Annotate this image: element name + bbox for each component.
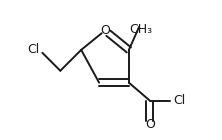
Text: O: O	[100, 24, 110, 37]
Text: Cl: Cl	[174, 94, 186, 107]
Text: Cl: Cl	[27, 43, 40, 56]
Text: CH₃: CH₃	[129, 23, 152, 36]
Text: O: O	[145, 118, 155, 131]
